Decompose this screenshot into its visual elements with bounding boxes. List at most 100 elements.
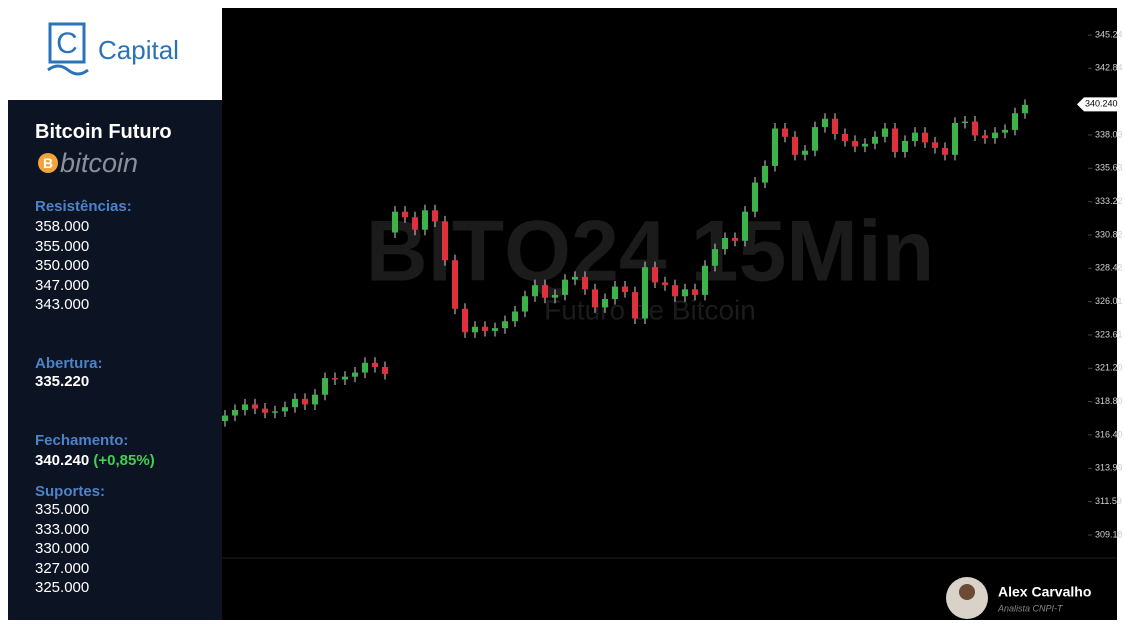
candle-body <box>882 128 888 136</box>
candle-body <box>862 144 868 147</box>
candle-body <box>1012 113 1018 130</box>
candle-body <box>562 280 568 295</box>
y-tick-label: 338.03 <box>1095 129 1123 139</box>
candle-body <box>642 267 648 318</box>
candle-body <box>942 148 948 155</box>
candle-body <box>672 285 678 296</box>
page: C Capital Bitcoin Futuro B bitcoin Resis… <box>0 0 1125 624</box>
candle-body <box>762 166 768 183</box>
candle-body <box>242 404 248 410</box>
close-label: Fechamento: <box>35 432 128 449</box>
chart: BITQ24 15Min Futuro de Bitcoin 345.24342… <box>222 8 1125 624</box>
asset-logo: bitcoin <box>60 148 138 179</box>
candle-body <box>582 277 588 289</box>
y-tick-label: 311.59 <box>1095 496 1122 506</box>
candle-body <box>682 289 688 296</box>
candle-body <box>392 212 398 233</box>
candle-body <box>782 128 788 136</box>
candle-body <box>982 135 988 138</box>
candle-body <box>602 299 608 307</box>
candle-body <box>892 128 898 152</box>
candle-body <box>482 327 488 331</box>
candle-body <box>622 287 628 293</box>
logo-panel: C Capital <box>8 8 222 100</box>
candle-body <box>832 119 838 134</box>
candle-body <box>532 285 538 296</box>
candle-body <box>722 238 728 249</box>
candle-body <box>472 327 478 333</box>
watermark-subtitle: Futuro de Bitcoin <box>544 294 756 325</box>
brand: Capital <box>98 35 179 66</box>
candle-body <box>792 137 798 155</box>
candle-body <box>512 312 518 322</box>
open-value: 335.220 <box>35 373 89 390</box>
candle-body <box>342 377 348 380</box>
candle-body <box>552 295 558 298</box>
svg-text:C: C <box>56 27 78 60</box>
candle-body <box>282 407 288 411</box>
candle-body <box>632 292 638 318</box>
y-tick-label: 345.24 <box>1095 29 1123 39</box>
candle-body <box>1002 130 1008 133</box>
candle-body <box>302 399 308 405</box>
y-tick-label: 316.40 <box>1095 429 1123 439</box>
svg-text:B: B <box>43 155 53 171</box>
candle-body <box>412 217 418 229</box>
candle-body <box>702 266 708 295</box>
support: 333.000 <box>35 520 89 540</box>
candle-body <box>692 289 698 295</box>
y-tick-label: 318.80 <box>1095 396 1123 406</box>
support: 325.000 <box>35 578 89 598</box>
candle-body <box>962 122 968 123</box>
candle-body <box>822 119 828 127</box>
candle-body <box>992 133 998 139</box>
candle-body <box>902 141 908 152</box>
candle-body <box>262 409 268 413</box>
y-tick-label: 330.82 <box>1095 229 1123 239</box>
author-avatar-face <box>959 584 975 600</box>
close-value: 340.240 <box>35 452 89 469</box>
candle-body <box>752 183 758 212</box>
candle-body <box>502 321 508 328</box>
candle-body <box>1022 105 1028 113</box>
y-tick-label: 335.63 <box>1095 163 1123 173</box>
candle-body <box>402 212 408 218</box>
candle-body <box>442 221 448 260</box>
watermark: BITQ24 15Min <box>366 204 935 300</box>
candle-body <box>292 399 298 407</box>
candle-body <box>922 133 928 143</box>
candle-body <box>522 296 528 311</box>
candle-body <box>252 404 258 408</box>
candle-body <box>322 378 328 395</box>
candle-body <box>432 210 438 221</box>
resistance: 358.000 <box>35 217 89 237</box>
candle-body <box>312 395 318 405</box>
y-tick-label: 309.18 <box>1095 529 1123 539</box>
candle-body <box>362 363 368 373</box>
y-tick-label: 321.20 <box>1095 363 1123 373</box>
candle-body <box>852 141 858 147</box>
candle-body <box>232 410 238 416</box>
candle-body <box>712 249 718 266</box>
candle-body <box>382 367 388 374</box>
candle-body <box>332 378 338 379</box>
asset-title: Bitcoin Futuro <box>35 121 172 144</box>
candle-body <box>932 142 938 148</box>
resistances-label: Resistências: <box>35 198 132 215</box>
y-tick-label: 313.99 <box>1095 463 1123 473</box>
candle-body <box>812 127 818 151</box>
candle-body <box>492 328 498 331</box>
candle-body <box>452 260 458 309</box>
resistance: 355.000 <box>35 237 89 257</box>
candle-body <box>612 287 618 299</box>
candle-body <box>802 151 808 155</box>
author-role: Analista CNPI-T <box>997 603 1064 613</box>
candle-body <box>572 277 578 280</box>
candle-body <box>222 416 228 422</box>
candle-body <box>592 289 598 307</box>
y-tick-label: 328.42 <box>1095 263 1123 273</box>
candle-body <box>372 363 378 367</box>
resistance: 350.000 <box>35 256 89 276</box>
candle-body <box>652 267 658 282</box>
open-label: Abertura: <box>35 355 103 372</box>
